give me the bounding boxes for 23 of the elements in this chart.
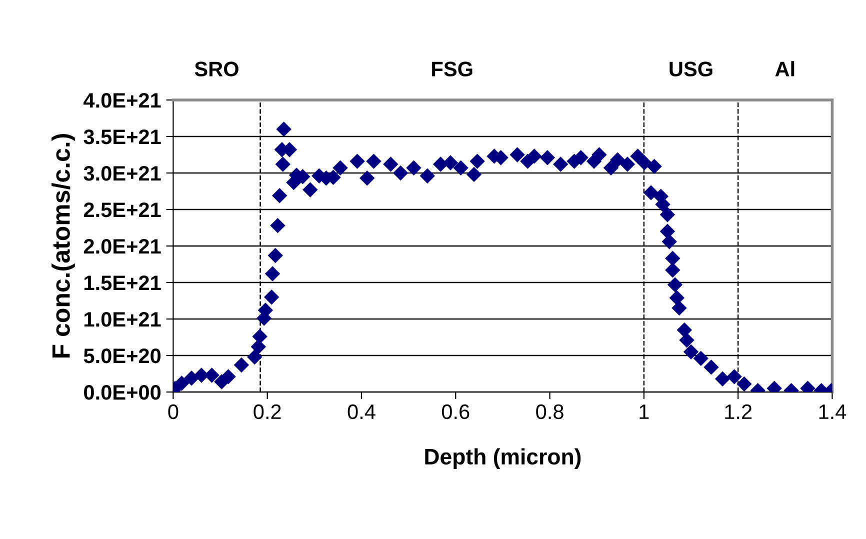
x-tick-label: 1.4 — [819, 404, 846, 419]
text: FSG — [432, 62, 472, 76]
y-tick-label: 5.0E+20 — [84, 348, 161, 364]
x-axis-title: Depth (micron) — [425, 448, 581, 469]
y-tick-label: 1.5E+21 — [84, 276, 161, 290]
y-tick-label: 1.0E+21 — [84, 312, 161, 327]
x-tick-label: 0.6 — [442, 404, 470, 420]
x-tick-label: 0.8 — [536, 404, 564, 420]
x-tick-label: 1 — [640, 404, 649, 419]
text: USG — [670, 62, 712, 76]
y-tick-label: 0.0E+00 — [84, 385, 161, 400]
x-tick-label: 0 — [168, 404, 178, 420]
y-tick-label: 3.0E+21 — [84, 166, 161, 181]
x-tick-label: 1.2 — [725, 404, 752, 419]
y-tick-label: 2.0E+21 — [84, 239, 161, 254]
x-tick-label: 0.2 — [254, 404, 281, 420]
y-tick-label: 3.5E+21 — [84, 129, 161, 144]
y-axis-title: F conc.(atoms/c.c.) — [52, 134, 75, 358]
x-tick-label: 0.4 — [348, 404, 376, 420]
y-tick-label: 4.0E+21 — [84, 92, 161, 108]
text: Al — [775, 61, 794, 76]
y-tick-label: 2.5E+21 — [84, 202, 161, 218]
text: SRO — [194, 62, 238, 76]
